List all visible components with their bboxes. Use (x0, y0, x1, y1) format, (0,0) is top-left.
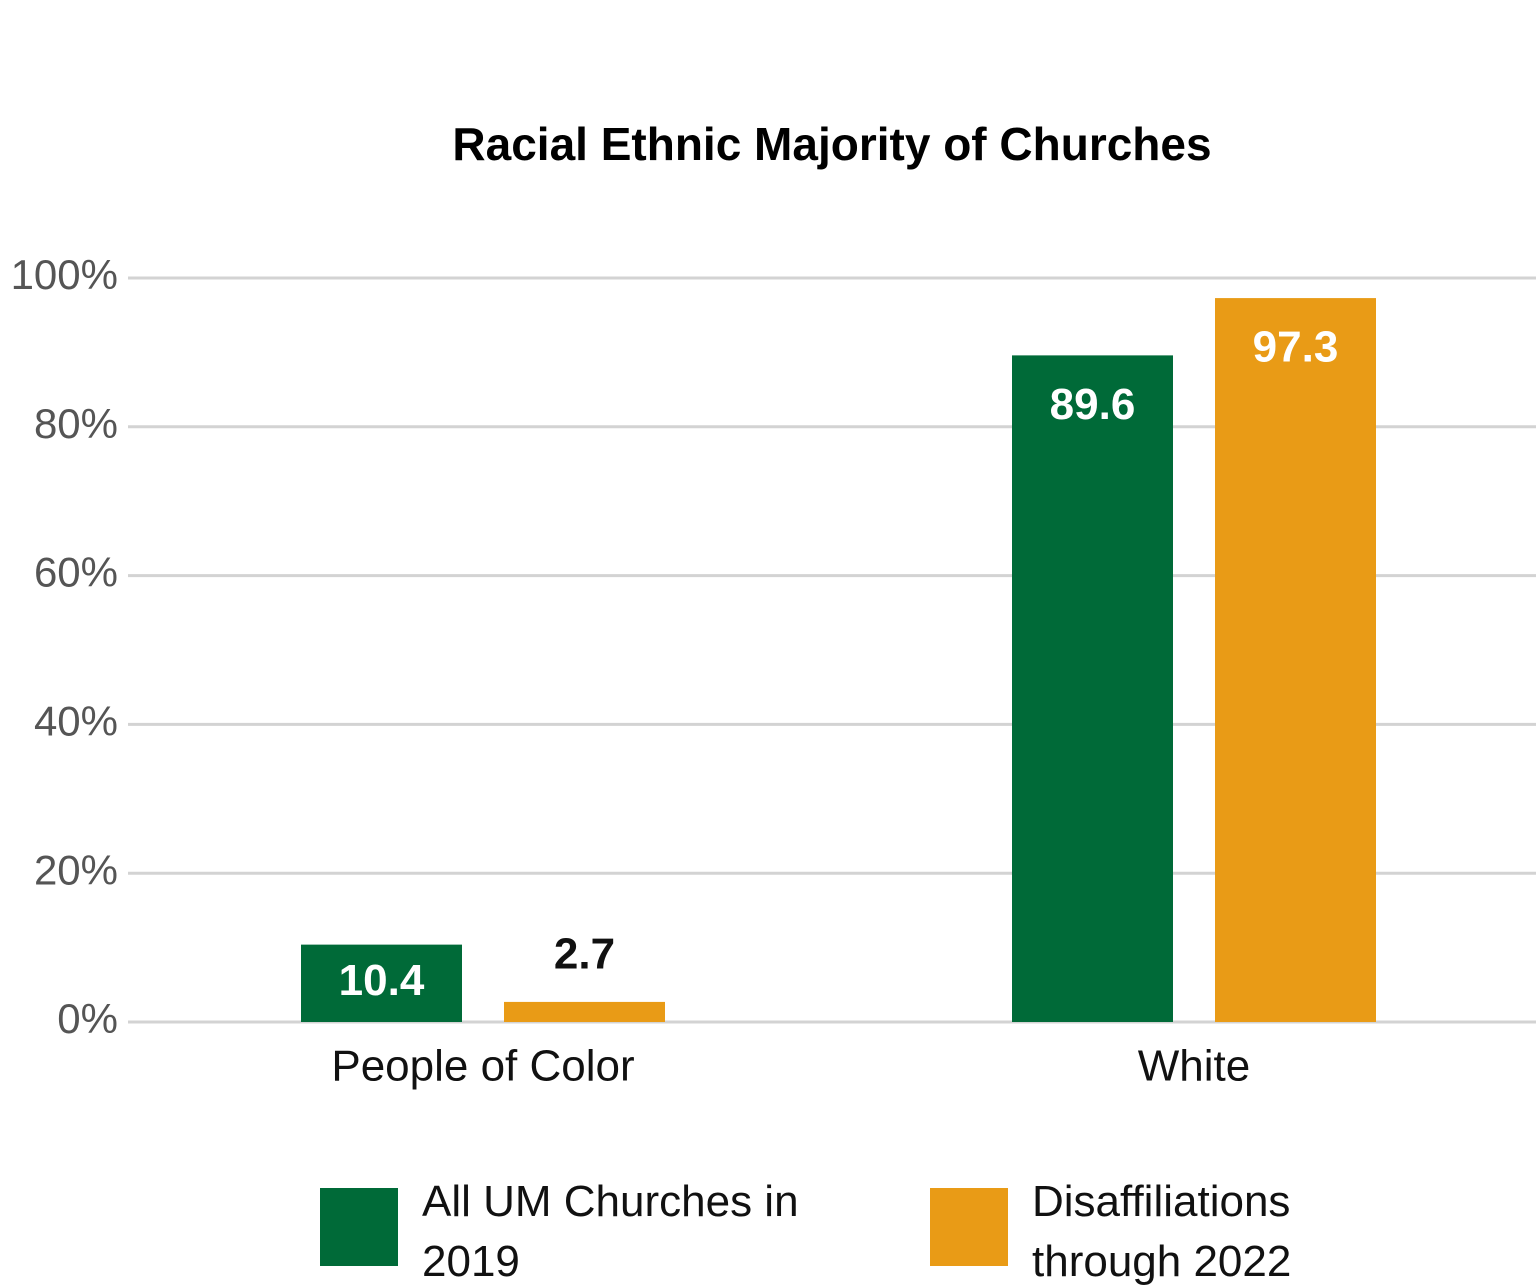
x-tick-label: White (1138, 1042, 1250, 1091)
legend-swatch (320, 1188, 398, 1266)
legend-label: All UM Churches in 2019 (422, 1177, 799, 1286)
data-label: 2.7 (554, 930, 615, 979)
y-tick-label: 0% (57, 995, 118, 1042)
data-label: 10.4 (339, 956, 425, 1005)
bar (1012, 355, 1173, 1023)
data-label: 97.3 (1253, 323, 1339, 372)
chart-title: Racial Ethnic Majority of Churches (452, 118, 1211, 170)
x-tick-label: People of Color (331, 1042, 634, 1091)
bar (301, 944, 462, 1022)
bar (504, 1001, 665, 1022)
y-tick-label: 20% (34, 846, 118, 893)
y-tick-label: 80% (34, 400, 118, 447)
data-label: 89.6 (1050, 380, 1136, 429)
y-tick-label: 40% (34, 697, 118, 744)
legend-item: All UM Churches in 2019 (320, 1172, 822, 1287)
y-tick-label: 60% (34, 549, 118, 596)
legend-swatch (930, 1188, 1008, 1266)
y-tick-label: 100% (11, 251, 118, 298)
legend-item: Disaffiliations through 2022 (930, 1172, 1432, 1287)
legend-label: Disaffiliations through 2022 (1032, 1177, 1292, 1286)
bar (1215, 298, 1376, 1022)
